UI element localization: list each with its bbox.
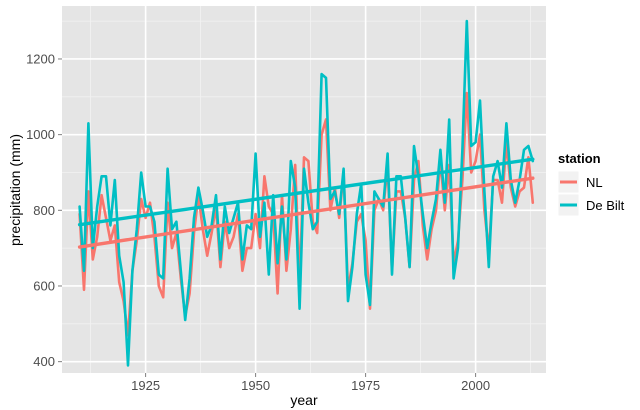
- legend: station NL De Bilt: [557, 151, 625, 217]
- x-axis-title: year: [290, 392, 318, 408]
- y-tick-label: 1000: [26, 127, 55, 142]
- x-axis-ticks: 1925 1950 1975 2000: [131, 373, 490, 393]
- legend-title: station: [558, 151, 601, 166]
- x-tick-label: 1925: [131, 378, 160, 393]
- trend-line-nl: [77, 176, 535, 249]
- y-axis-title: precipitation (mm): [7, 134, 23, 246]
- x-tick-label: 2000: [461, 378, 490, 393]
- y-tick-label: 600: [33, 278, 55, 293]
- legend-label-de-bilt: De Bilt: [586, 198, 625, 213]
- y-axis-ticks: 400 600 800 1000 1200: [26, 51, 62, 369]
- legend-label-nl: NL: [586, 175, 603, 190]
- y-tick-label: 1200: [26, 51, 55, 66]
- y-tick-label: 400: [33, 354, 55, 369]
- series-line-de-bilt: [78, 19, 535, 367]
- trend-line-de-bilt: [77, 157, 535, 227]
- y-tick-label: 800: [33, 203, 55, 218]
- series-layer: [77, 19, 535, 367]
- x-tick-label: 1975: [351, 378, 380, 393]
- x-tick-label: 1950: [241, 378, 270, 393]
